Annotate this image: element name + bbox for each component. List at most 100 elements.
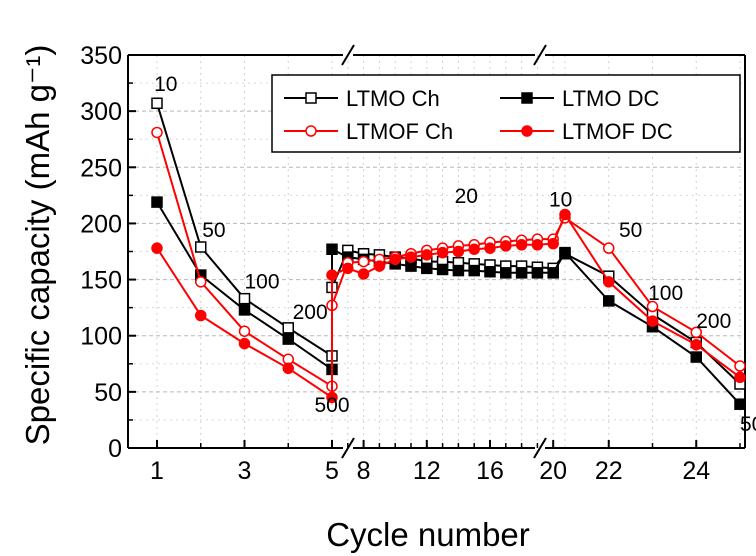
series — [151, 97, 746, 410]
annotations: 10 50 100 200 500 20 10 50 100 200 500 — [154, 73, 756, 436]
data-point — [238, 325, 251, 337]
rate-annotation: 50 — [202, 219, 225, 242]
data-point — [646, 315, 659, 327]
data-point — [690, 326, 702, 339]
data-point — [195, 241, 207, 253]
series-ltmof-dc — [151, 208, 746, 404]
data-point — [238, 337, 251, 350]
x-tick-label: 1 — [150, 457, 164, 485]
data-point — [531, 267, 544, 279]
legend-box: LTMO Ch LTMO DC LTMOF Ch LTMOF DC — [271, 74, 741, 153]
data-point — [690, 351, 702, 363]
data-point — [151, 196, 163, 208]
data-point — [151, 97, 163, 110]
legend-marker — [521, 92, 533, 104]
x-tick-label: 3 — [238, 457, 252, 485]
rate-annotation: 500 — [740, 413, 756, 436]
legend-marker — [305, 92, 317, 104]
data-point — [195, 309, 207, 322]
legend-label: LTMOF Ch — [346, 119, 453, 144]
y-tick-label: 100 — [80, 323, 122, 351]
data-point — [421, 249, 433, 261]
data-point — [559, 208, 571, 221]
data-point — [151, 242, 163, 254]
data-point — [603, 276, 615, 288]
y-tick-label: 250 — [80, 154, 122, 182]
data-point — [484, 265, 496, 278]
rate-annotation: 10 — [549, 189, 572, 212]
data-point — [515, 267, 528, 279]
rate-annotation: 200 — [696, 310, 731, 333]
legend-label: LTMOF DC — [562, 119, 673, 144]
legend-marker — [521, 125, 533, 137]
data-point — [405, 251, 417, 263]
y-tick-label: 50 — [94, 379, 122, 407]
x-tick-label: 8 — [357, 457, 371, 485]
data-point — [238, 304, 251, 316]
legend-item: LTMO DC — [500, 86, 659, 111]
x-tick-label: 20 — [539, 457, 567, 485]
data-point — [484, 242, 496, 254]
rate-annotation: 500 — [314, 394, 349, 417]
data-point — [690, 338, 702, 351]
legend-item: LTMOF DC — [500, 119, 673, 144]
y-tick-label: 150 — [80, 267, 122, 295]
y-tick-label: 300 — [80, 98, 122, 126]
data-point — [373, 260, 386, 272]
x-tick-label: 22 — [595, 457, 623, 485]
data-point — [646, 300, 659, 313]
rate-annotation: 10 — [154, 73, 177, 96]
rate-annotation: 20 — [455, 185, 478, 208]
legend-label: LTMO Ch — [346, 86, 440, 111]
data-point — [282, 362, 294, 375]
data-point — [342, 262, 354, 275]
x-tick-label: 12 — [413, 457, 441, 485]
data-point — [500, 240, 512, 252]
data-point — [734, 360, 746, 372]
legend-item: LTMO Ch — [284, 86, 440, 111]
data-point — [151, 126, 163, 139]
x-axis-title: Cycle number — [326, 516, 530, 553]
y-axis-title: Specific capacity (mAh g⁻¹) — [19, 45, 56, 446]
y-tick-label: 350 — [80, 42, 122, 70]
data-point — [500, 267, 512, 279]
data-point — [734, 371, 746, 384]
data-point — [238, 292, 251, 305]
axis-break-mark — [533, 44, 547, 66]
data-point — [468, 264, 480, 277]
data-point — [421, 262, 433, 275]
grid — [128, 55, 745, 448]
data-point — [559, 246, 571, 259]
data-point — [282, 333, 294, 345]
x-tick-label: 24 — [682, 457, 710, 485]
data-point — [515, 239, 528, 251]
axes: 0 50 100 150 200 250 300 350 1 3 5 8 12 16 20 22 24 — [80, 42, 746, 485]
legend-marker — [305, 125, 317, 137]
data-point — [436, 246, 449, 259]
rate-annotation: 100 — [244, 271, 279, 294]
rate-annotation: 200 — [293, 301, 328, 324]
x-tick-label: 16 — [476, 457, 504, 485]
data-point — [603, 242, 615, 254]
axis-break-mark — [533, 437, 547, 459]
legend-label: LTMO DC — [562, 86, 659, 111]
data-point — [603, 295, 615, 307]
data-point — [326, 243, 338, 256]
data-point — [547, 237, 559, 250]
data-point — [282, 322, 294, 334]
y-tick-label: 200 — [80, 210, 122, 238]
axis-break-mark — [341, 44, 355, 66]
data-point — [436, 263, 449, 276]
data-point — [452, 245, 465, 258]
data-point — [357, 268, 370, 280]
data-point — [326, 391, 338, 404]
legend-item: LTMOF Ch — [284, 119, 453, 144]
data-point — [389, 253, 401, 266]
data-point — [547, 267, 559, 279]
rate-annotation: 100 — [648, 282, 683, 305]
data-point — [531, 239, 544, 251]
data-point — [357, 255, 370, 268]
rate-annotation: 50 — [619, 219, 642, 242]
legend: LTMO Ch LTMO DC LTMOF Ch LTMOF DC — [271, 74, 741, 153]
